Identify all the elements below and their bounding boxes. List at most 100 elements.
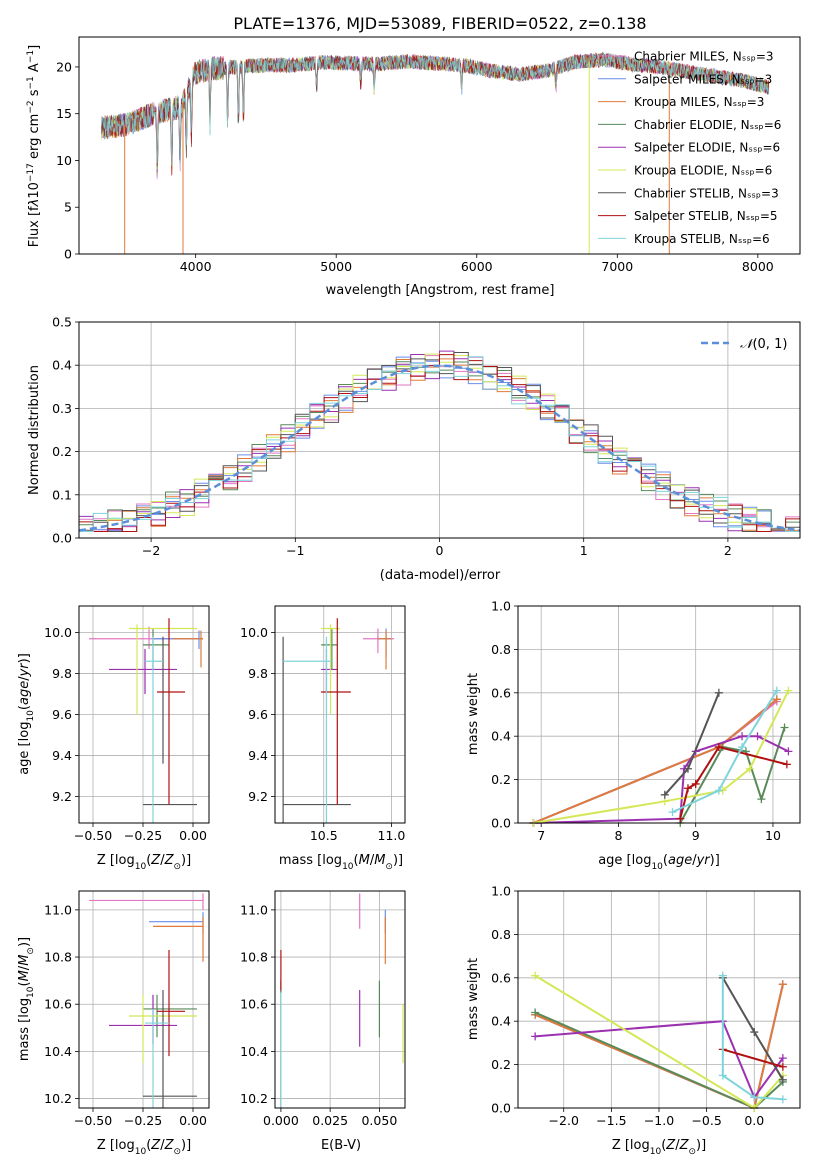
x-tick-label: −2.0: [549, 1113, 579, 1128]
y-tick-label: 0.0: [491, 1101, 511, 1116]
mass-z-ticks: −0.50 −0.25 0.00 10.2 10.4 10.6 10.8 11.0: [44, 891, 209, 1128]
x-tick-label: 1: [580, 543, 588, 558]
spectrum-lines: [101, 51, 770, 254]
y-tick-label: 0.4: [52, 358, 72, 373]
x-tick-label: 2: [724, 543, 732, 558]
residual-frame: [78, 321, 801, 539]
x-tick-label: 0.0: [744, 1113, 764, 1128]
x-tick-label: 6000: [461, 259, 493, 274]
y-tick-label: 10: [56, 153, 72, 168]
mw-age-frame: [517, 605, 801, 824]
mass-z-xlabel: Z [log10(Z/Z⊙)]: [97, 1138, 191, 1157]
mw-z-xlabel: Z [log10(Z/Z⊙)]: [612, 1138, 706, 1157]
mass-weight-marker-salpeter_elodie: [778, 1054, 787, 1063]
y-tick-label: 9.4: [248, 748, 268, 763]
residual-ticks: −2 −1 0 1 2 0.0 0.1 0.2 0.3 0.4 0.5: [52, 315, 800, 558]
y-tick-label: 0.8: [491, 642, 511, 657]
x-tick-label: 7: [537, 828, 545, 843]
x-tick-label: 8: [614, 828, 622, 843]
age-z-xlabel: Z [log10(Z/Z⊙)]: [97, 853, 191, 872]
y-tick-label: 15: [56, 106, 72, 121]
mass-weight-marker-salpeter_stelib: [714, 743, 723, 752]
mass-weight-marker-kroupa_elodie: [784, 686, 793, 695]
age-vs-metallicity-panel: −0.50 −0.25 0.00 9.2 9.4 9.6 9.8 10.0 Z [log10(…: [17, 605, 210, 872]
y-tick-label: 1.0: [491, 884, 511, 899]
mass-z-frame: [78, 890, 210, 1109]
mass-weight-marker-salpeter_stelib: [782, 760, 791, 769]
normal-distribution-curve: [79, 364, 800, 532]
age-z-errorbars: [89, 618, 203, 823]
x-tick-label: −0.5: [691, 1113, 721, 1128]
mw-z-ticks: −2.0 −1.5 −1.0 −0.5 0.0 0.0 0.2 0.4 0.6 0.8 1.0: [491, 884, 800, 1128]
spectrum-ticks: 4000 5000 6000 7000 8000 0 5 10 15 20: [56, 59, 774, 274]
mass-weight-marker-kroupa_elodie: [745, 764, 754, 773]
mass-weight-marker-kroupa_stelib: [738, 743, 747, 752]
mass-weight-line-kroupa_stelib: [672, 690, 778, 814]
y-tick-label: 0.5: [52, 315, 72, 330]
x-tick-label: 0.050: [361, 1113, 397, 1128]
x-tick-label: 9: [692, 828, 700, 843]
x-tick-label: 0.025: [312, 1113, 348, 1128]
y-tick-label: 0.6: [491, 685, 511, 700]
x-tick-label: −1: [286, 543, 304, 558]
x-tick-label: 7000: [601, 259, 633, 274]
y-tick-label: 11.0: [240, 902, 268, 917]
age-vs-mass-panel: 10.5 11.0 9.2 9.4 9.6 9.8 10.0 mass [log10(M/M…: [240, 605, 406, 872]
mass-weight-marker-kroupa_stelib: [714, 786, 723, 795]
x-tick-label: 11.0: [378, 828, 406, 843]
mass-weight-marker-salpeter_stelib: [676, 814, 685, 823]
y-tick-label: 0.0: [52, 531, 72, 546]
mass-weight-marker-chabrier_stelib: [750, 1028, 759, 1037]
figure-title: PLATE=1376, MJD=53089, FIBERID=0522, z=0…: [233, 14, 646, 33]
x-tick-label: −0.50: [74, 828, 112, 843]
y-tick-label: 0.1: [52, 487, 72, 502]
residual-histogram-salpeter_stelib: [79, 354, 800, 532]
y-tick-label: 0.2: [491, 1057, 511, 1072]
legend-label-kroupa_elodie: Kroupa ELODIE, Nₛₛₚ=6: [634, 164, 772, 178]
x-tick-label: 10.5: [310, 828, 338, 843]
mass-weight-marker-kroupa_miles: [772, 695, 781, 704]
y-tick-label: 10.0: [44, 625, 72, 640]
x-tick-label: −0.50: [74, 1113, 112, 1128]
x-tick-label: −1.0: [644, 1113, 674, 1128]
mass-weight-marker-chabrier_stelib: [714, 688, 723, 697]
mass-z-ylabel: mass [log10(M/M⊙)]: [17, 937, 36, 1061]
spectrum-frame: [78, 36, 801, 255]
mass-weight-marker-kroupa_elodie: [531, 971, 540, 980]
age-z-ylabel: age [log10(age/yr)]: [17, 653, 36, 775]
mass-weight-marker-kroupa_stelib: [750, 1093, 759, 1102]
normal-legend-label: 𝒩(0, 1): [740, 337, 787, 352]
x-tick-label: −2: [142, 543, 160, 558]
spectrum-xlabel: wavelength [Angstrom, rest frame]: [326, 283, 555, 298]
x-tick-label: 4000: [180, 259, 212, 274]
x-tick-label: −0.25: [124, 828, 162, 843]
x-tick-label: 0.00: [179, 828, 207, 843]
y-tick-label: 0.2: [52, 444, 72, 459]
mass-ebv-errorbars: [280, 893, 404, 1108]
mass-weight-line-kroupa_elodie: [533, 690, 790, 824]
y-tick-label: 0.0: [491, 816, 511, 831]
y-tick-label: 0.4: [491, 1014, 511, 1029]
legend-label-chabrier_elodie: Chabrier ELODIE, Nₛₛₚ=6: [634, 118, 781, 132]
legend-label-chabrier_stelib: Chabrier STELIB, Nₛₛₚ=3: [634, 186, 779, 200]
mass-weight-marker-chabrier_elodie: [757, 795, 766, 804]
residual-xlabel: (data-model)/error: [380, 568, 501, 583]
y-tick-label: 20: [56, 59, 72, 74]
mass-ebv-xlabel: E(B-V): [321, 1138, 361, 1153]
mass-weight-marker-salpeter_stelib: [683, 784, 692, 793]
age-mass-frame: [274, 605, 406, 824]
age-mass-xlabel: mass [log10(M/M⊙)]: [279, 853, 403, 872]
mass-weight-vs-age-panel: 7 8 9 10 0.0 0.2 0.4 0.6 0.8 1.0 age [log10(age/y…: [466, 599, 801, 872]
mass-weight-marker-kroupa_stelib: [668, 808, 677, 817]
legend-label-kroupa_miles: Kroupa MILES, Nₛₛₚ=3: [634, 95, 764, 109]
mass-weight-line-salpeter_miles: [533, 698, 778, 824]
mass-ebv-frame: [274, 890, 406, 1109]
y-tick-label: 10.2: [44, 1091, 72, 1106]
y-tick-label: 9.2: [248, 789, 268, 804]
mass-weight-marker-salpeter_stelib: [778, 1062, 787, 1071]
legend-label-salpeter_stelib: Salpeter STELIB, Nₛₛₚ=5: [634, 209, 778, 223]
residual-histograms: [79, 350, 800, 532]
x-tick-label: 0.000: [263, 1113, 299, 1128]
x-tick-label: −1.5: [596, 1113, 626, 1128]
y-tick-label: 10.4: [240, 1044, 268, 1059]
